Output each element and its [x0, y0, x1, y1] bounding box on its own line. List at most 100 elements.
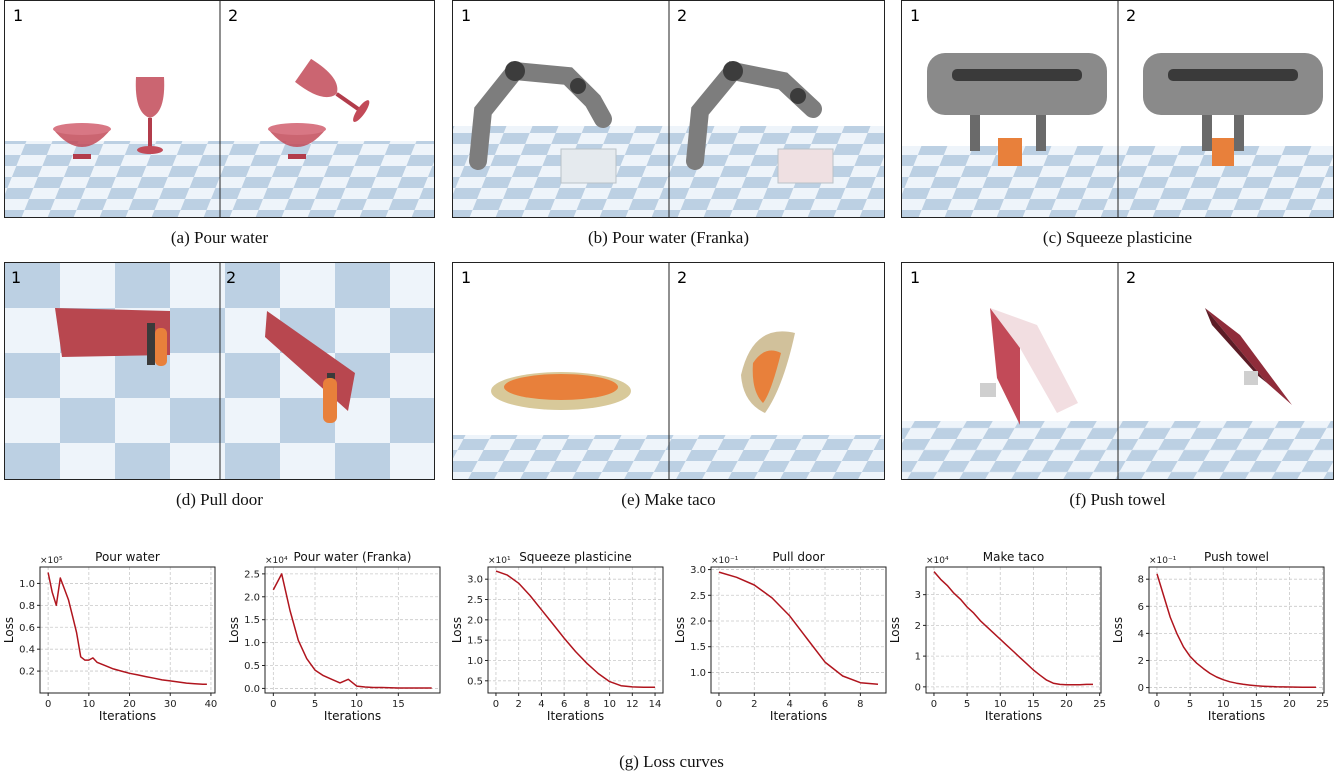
towel-icon	[1205, 308, 1292, 405]
chart-title: Squeeze plasticine	[519, 550, 632, 564]
y-tick-label: 0	[915, 682, 921, 693]
y-tick-label: 0.0	[244, 684, 260, 695]
x-tick-label: 20	[1283, 699, 1296, 710]
x-tick-label: 40	[205, 699, 218, 710]
x-tick-label: 25	[1316, 699, 1329, 710]
axis-exponent: ×10¹	[488, 556, 511, 566]
caption-g: (g) Loss curves	[619, 752, 724, 771]
y-tick-label: 2.5	[244, 569, 260, 580]
x-tick-label: 10	[82, 699, 95, 710]
x-tick-label: 5	[1187, 699, 1193, 710]
loss-series-line	[933, 571, 1093, 686]
y-tick-label: 2	[915, 621, 921, 632]
towel-icon	[980, 308, 1078, 425]
plot-frame	[39, 566, 216, 694]
loss-series-line	[1156, 573, 1316, 688]
x-tick-label: 0	[1154, 699, 1160, 710]
plot-frame	[710, 566, 887, 694]
x-tick-label: 6	[822, 699, 828, 710]
caption-d: (d) Pull door	[176, 490, 263, 509]
axis-exponent: ×10⁴	[926, 556, 949, 566]
caption-c: (c) Squeeze plasticine	[1042, 228, 1193, 247]
x-axis-label: Iterations	[985, 709, 1042, 723]
x-tick-label: 14	[649, 699, 662, 710]
frame-1-label: 1	[11, 268, 21, 287]
frame-1-label: 1	[461, 6, 471, 25]
y-tick-label: 0.8	[19, 601, 35, 612]
y-tick-label: 1.0	[19, 579, 35, 590]
y-tick-label: 1.0	[690, 668, 706, 679]
x-tick-label: 6	[561, 699, 567, 710]
x-tick-label: 15	[1250, 699, 1263, 710]
folded-taco-icon	[741, 331, 795, 413]
bowl-icon	[53, 123, 111, 159]
wine-glass-icon	[135, 77, 165, 154]
frame-1-label: 1	[910, 6, 920, 25]
panel-pull-door: 1 2	[4, 262, 435, 480]
x-axis-label: Iterations	[770, 709, 827, 723]
panel-squeeze-plasticine: 1 2	[901, 0, 1334, 218]
x-tick-label: 0	[493, 699, 499, 710]
plot-frame	[487, 566, 664, 694]
x-tick-label: 15	[1027, 699, 1040, 710]
x-tick-label: 0	[931, 699, 937, 710]
x-tick-label: 12	[626, 699, 639, 710]
y-tick-label: 3	[915, 590, 921, 601]
door-icon	[265, 311, 355, 423]
x-tick-label: 2	[515, 699, 521, 710]
frame-2-label: 2	[677, 268, 687, 287]
y-tick-label: 0.4	[19, 645, 35, 656]
door-icon	[55, 308, 170, 366]
axis-exponent: ×10⁵	[40, 556, 63, 566]
x-tick-label: 5	[964, 699, 970, 710]
plot-frame	[264, 566, 441, 694]
frame-2-label: 2	[228, 6, 238, 25]
y-tick-label: 2.0	[467, 615, 483, 626]
y-tick-label: 1.0	[244, 638, 260, 649]
x-tick-label: 8	[857, 699, 863, 710]
chart-title: Pull door	[772, 550, 824, 564]
caption-a: (a) Pour water	[170, 228, 269, 247]
frame-2-label: 2	[677, 6, 687, 25]
glass-container-icon	[777, 148, 834, 184]
x-axis-label: Iterations	[1208, 709, 1265, 723]
y-tick-label: 6	[1138, 602, 1144, 613]
y-tick-label: 2.0	[690, 617, 706, 628]
loss-chart: 0 5 10 15 20 25 0 2 4 6 8 Push towel ×10⁻¹ Iterations…	[1111, 550, 1329, 723]
x-tick-label: 20	[123, 699, 136, 710]
y-tick-label: 2.0	[244, 592, 260, 603]
x-tick-label: 10	[350, 699, 363, 710]
x-axis-label: Iterations	[99, 709, 156, 723]
frame-2-label: 2	[1126, 6, 1136, 25]
glass-container-icon	[560, 148, 617, 184]
y-axis-label: Loss	[227, 617, 241, 643]
caption-e: (e) Make taco	[621, 490, 716, 509]
y-tick-label: 1.5	[467, 636, 483, 647]
y-axis-label: Loss	[673, 617, 687, 643]
x-tick-label: 4	[538, 699, 544, 710]
loss-series-line	[272, 573, 432, 689]
gripper-icon	[1143, 53, 1323, 166]
loss-chart: 0 10 20 30 40 0.2 0.4 0.6 0.8 1.0 Pour water ×10⁵ It…	[2, 550, 217, 723]
y-tick-label: 4	[1138, 629, 1144, 640]
x-tick-label: 10	[1217, 699, 1230, 710]
y-tick-label: 0.5	[467, 676, 483, 687]
y-tick-label: 2	[1138, 656, 1144, 667]
loss-chart: 0 2 4 6 8 10 12 14 0.5 1.0 1.5 2.0 2.5 3.0 Squeeze pla…	[450, 550, 664, 723]
y-tick-label: 1	[915, 652, 921, 663]
x-tick-label: 2	[751, 699, 757, 710]
frame-2-label: 2	[226, 268, 236, 287]
plot-frame	[925, 566, 1102, 694]
y-tick-label: 0	[1138, 683, 1144, 694]
x-tick-label: 30	[164, 699, 177, 710]
tilted-wine-glass-icon	[295, 58, 370, 122]
panel-make-taco: 1 2	[452, 262, 885, 480]
axis-exponent: ×10⁴	[265, 556, 288, 566]
axis-exponent: ×10⁻¹	[1149, 556, 1177, 566]
chart-title: Make taco	[983, 550, 1044, 564]
loss-series-line	[495, 570, 655, 689]
chart-title: Pour water (Franka)	[294, 550, 412, 564]
panel-pour-water: 1 2	[4, 0, 435, 218]
robot-arm-icon	[469, 61, 612, 170]
